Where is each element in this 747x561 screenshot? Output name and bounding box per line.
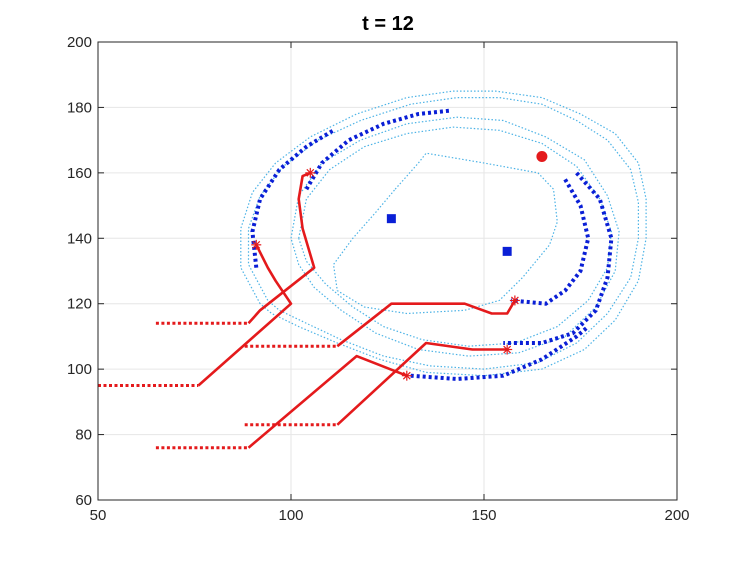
- agent-path: [336, 299, 517, 348]
- y-tick-label: 160: [67, 165, 92, 182]
- star-marker: [509, 295, 520, 306]
- star-marker: [401, 370, 412, 381]
- axes: 50 100 150 200 60 80 100 120 140 160 180 200: [67, 34, 690, 524]
- star-marker-stroke: [503, 345, 512, 354]
- boundary-segment: [304, 108, 450, 191]
- y-tick-label: 120: [67, 296, 92, 313]
- y-tick-label: 80: [75, 427, 92, 444]
- agent-path: [336, 341, 508, 426]
- boundary-segment: [503, 171, 614, 345]
- contour-line: [298, 126, 613, 347]
- agent-path: [247, 171, 316, 325]
- x-tick-label: 100: [278, 507, 303, 524]
- grid-lines: [97, 41, 678, 501]
- boundary-segment: [510, 178, 591, 306]
- contour-line: [247, 96, 640, 370]
- square-marker: [386, 214, 396, 224]
- markers: [251, 151, 548, 381]
- agent-path: [247, 354, 408, 449]
- y-tick-label: 140: [67, 230, 92, 247]
- boundary-segment: [410, 325, 590, 382]
- x-tick-label: 50: [90, 507, 107, 524]
- star-marker-stroke: [252, 240, 261, 249]
- contour-lines: [240, 90, 647, 377]
- star-marker-stroke: [306, 168, 315, 177]
- agent-paths: [98, 171, 517, 450]
- star-marker: [251, 239, 262, 250]
- y-tick-label: 100: [67, 361, 92, 378]
- x-tick-label: 150: [471, 507, 496, 524]
- star-marker-stroke: [402, 371, 411, 380]
- boundary-segments: [250, 108, 614, 382]
- axes-box: [97, 41, 678, 501]
- contour-line: [240, 90, 647, 377]
- contour-line: [332, 152, 558, 315]
- y-tick-label: 200: [67, 34, 92, 51]
- agent-path: [197, 244, 293, 387]
- star-marker: [502, 344, 513, 355]
- star-marker: [305, 167, 316, 178]
- y-tick-label: 60: [75, 492, 92, 509]
- target-marker: [536, 151, 548, 162]
- contour-line: [290, 116, 620, 357]
- y-tick-label: 180: [67, 99, 92, 116]
- boundary-segment: [250, 128, 335, 268]
- chart-title: t = 12: [362, 13, 414, 35]
- x-tick-label: 200: [664, 507, 689, 524]
- square-marker: [502, 246, 512, 256]
- star-marker-stroke: [510, 296, 519, 305]
